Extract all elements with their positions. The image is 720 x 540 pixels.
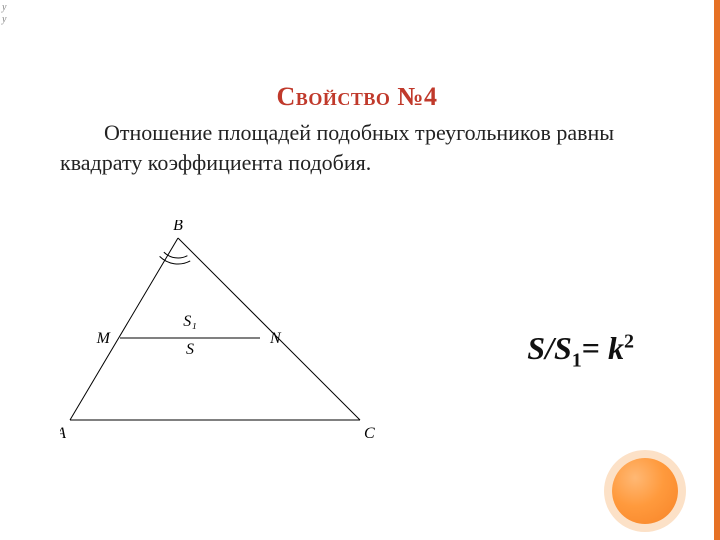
corner-mark: y (2, 14, 6, 26)
area-ratio-formula: S/S1= k2 (527, 330, 634, 372)
formula-k: k (608, 330, 624, 366)
slide-title: Свойство №4 (0, 82, 714, 112)
formula-sub1: 1 (572, 349, 582, 371)
svg-text:S: S (186, 341, 194, 358)
formula-sup2: 2 (624, 330, 634, 352)
formula-eq: = (582, 330, 608, 366)
svg-text:N: N (269, 330, 282, 347)
slide: y y Свойство №4 Отношение площадей подоб… (0, 0, 720, 540)
corner-mark: y (2, 2, 6, 14)
svg-text:M: M (96, 330, 112, 347)
accent-orb-icon (612, 458, 678, 524)
svg-text:S₁: S₁ (183, 313, 197, 330)
formula-S1: S (554, 330, 572, 366)
corner-marks: y y (2, 2, 6, 26)
formula-S: S (527, 330, 545, 366)
slide-body-text: Отношение площадей подобных треугольнико… (60, 118, 654, 177)
svg-text:A: A (60, 425, 66, 442)
formula-slash: / (545, 330, 554, 366)
svg-text:B: B (173, 220, 183, 234)
triangle-svg: A B C M N S₁ S (60, 220, 380, 450)
svg-text:C: C (364, 425, 375, 442)
triangle-diagram: A B C M N S₁ S (60, 220, 380, 450)
